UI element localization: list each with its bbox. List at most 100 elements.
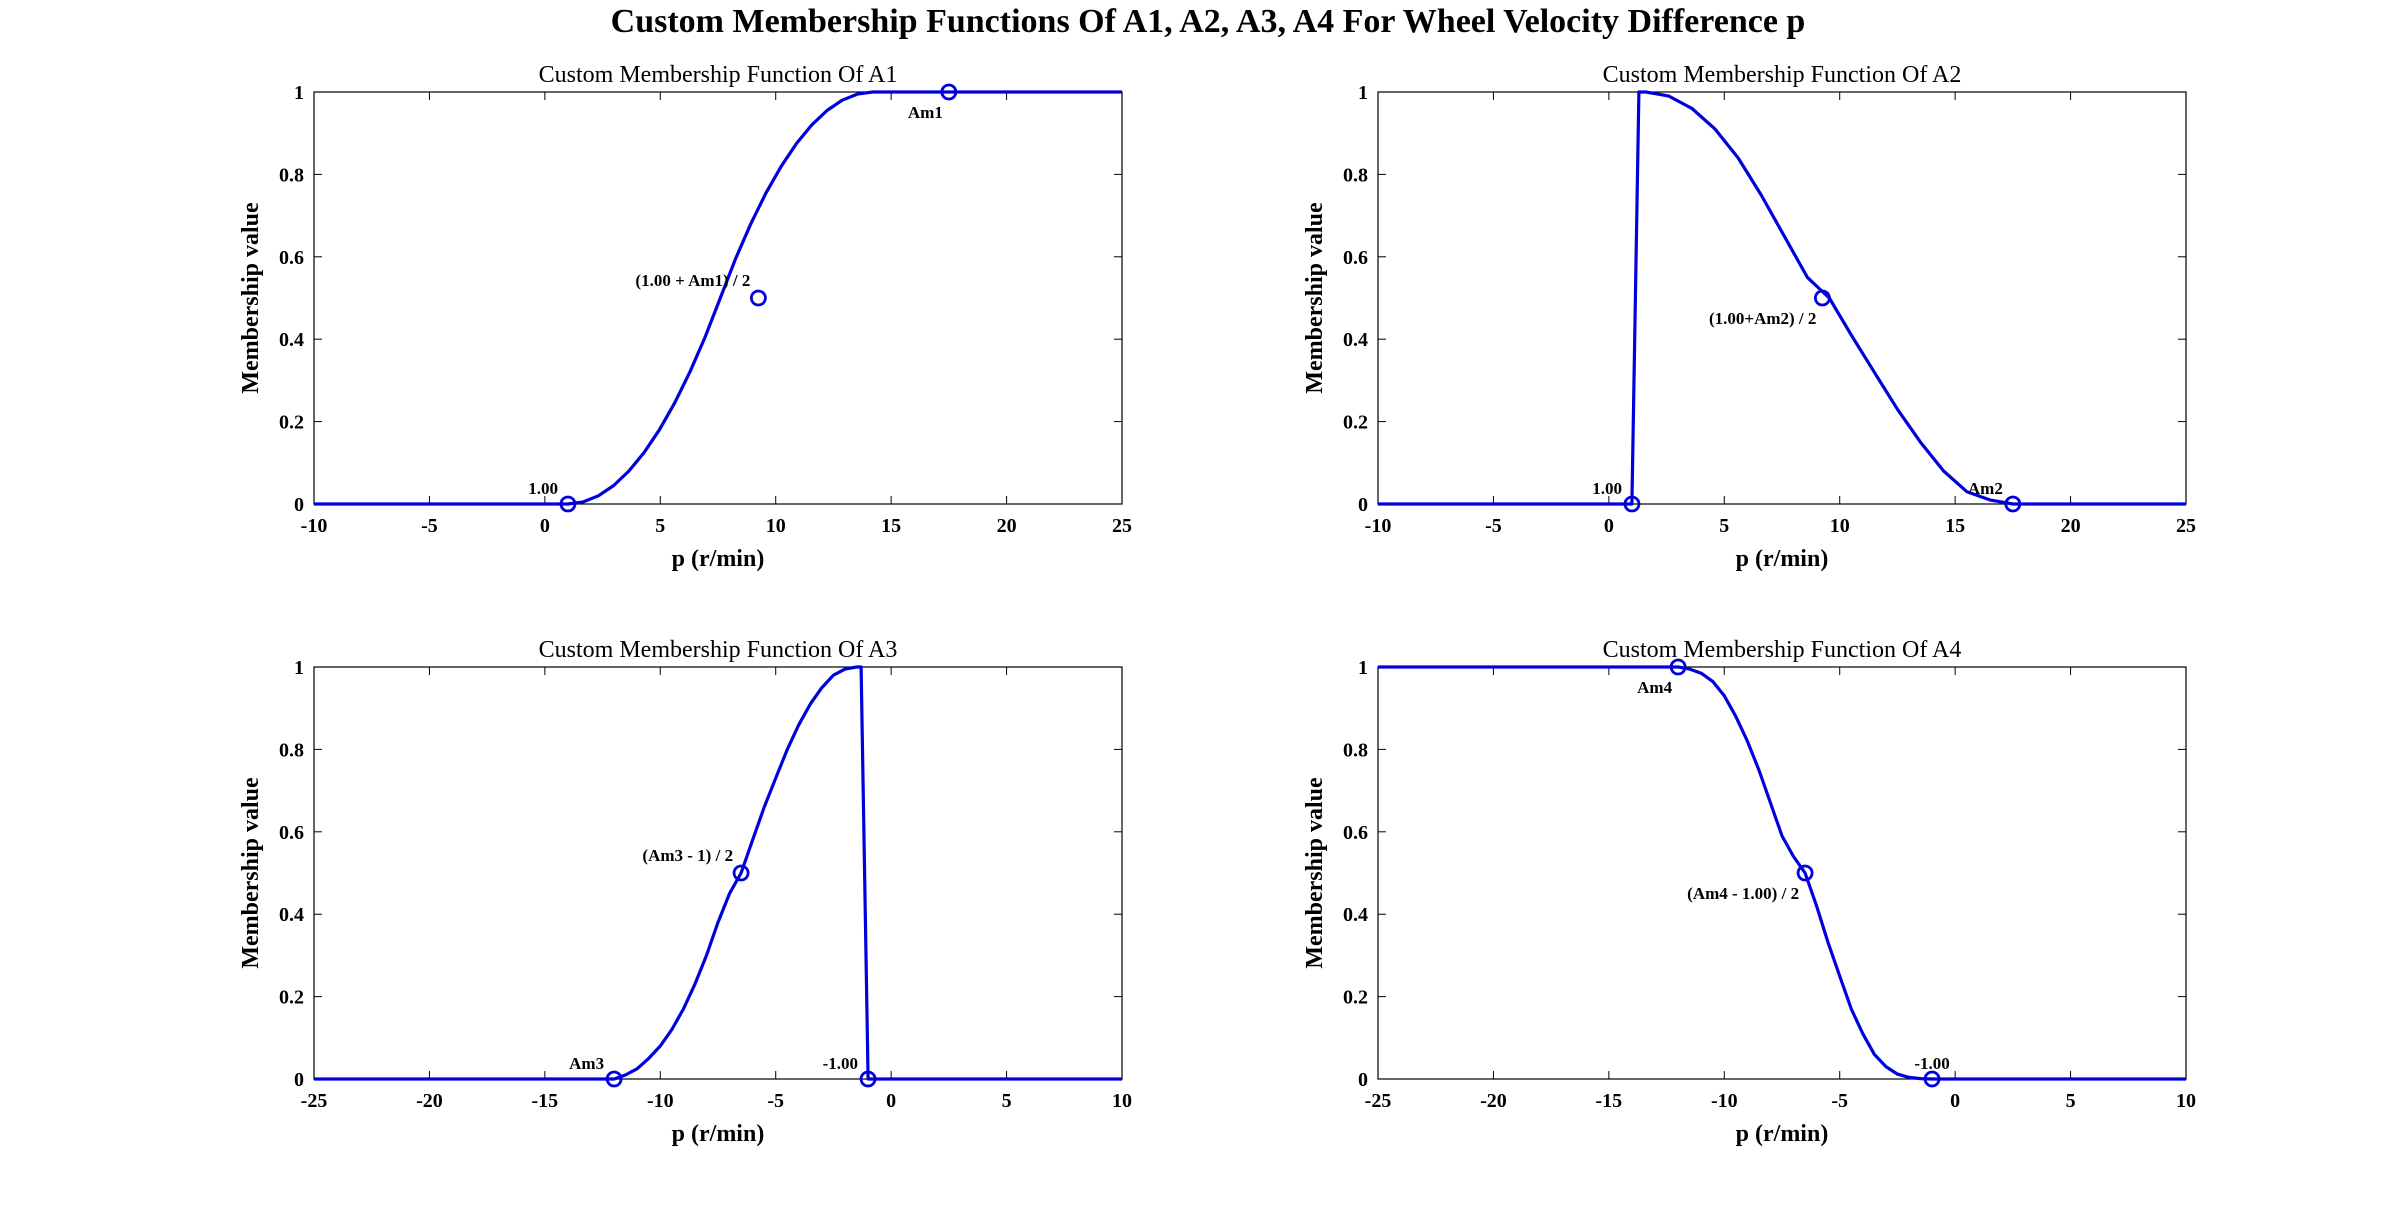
x-tick-label: 25 bbox=[1112, 515, 1132, 537]
x-tick-label: -15 bbox=[1596, 1090, 1623, 1112]
key-point-marker bbox=[559, 495, 577, 513]
key-point-label: -1.00 bbox=[823, 1054, 858, 1073]
y-tick-label: 1 bbox=[294, 82, 304, 104]
key-point-marker bbox=[732, 864, 750, 882]
key-point-label: (Am3 - 1) / 2 bbox=[642, 846, 733, 865]
subplot-grid: Custom Membership Function Of A1 -10 -5 0 5 1… bbox=[238, 62, 2196, 1147]
x-tick-label: 10 bbox=[1830, 515, 1850, 537]
key-point-label: 1.00 bbox=[528, 479, 558, 498]
x-axis-label: p (r/min) bbox=[672, 1121, 765, 1147]
key-point-marker bbox=[1923, 1070, 1941, 1088]
key-point-label: -1.00 bbox=[1914, 1054, 1949, 1073]
plot-area-frame bbox=[1377, 666, 2187, 1080]
y-tick-label: 1 bbox=[294, 657, 304, 679]
y-tick-label: 0.4 bbox=[279, 329, 304, 351]
x-tick-label: 25 bbox=[2176, 515, 2196, 537]
key-point-label: Am2 bbox=[1968, 479, 2003, 498]
key-point-marker bbox=[2004, 495, 2022, 513]
x-axis-label: p (r/min) bbox=[1736, 546, 1829, 572]
x-tick-label: -20 bbox=[416, 1090, 443, 1112]
subplot-1: Custom Membership Function Of A1 -10 -5 0 5 1… bbox=[238, 62, 1132, 572]
key-point-label: (1.00 + Am1) / 2 bbox=[635, 271, 750, 290]
y-axis-label: Membership value bbox=[1302, 202, 1328, 394]
x-tick-label: -10 bbox=[647, 1090, 674, 1112]
y-tick-label: 0.6 bbox=[279, 822, 304, 844]
x-tick-label: 0 bbox=[540, 515, 550, 537]
x-tick-label: -15 bbox=[532, 1090, 559, 1112]
y-tick-label: 0 bbox=[294, 1069, 304, 1091]
x-tick-label: 5 bbox=[2066, 1090, 2076, 1112]
y-tick-label: 0.2 bbox=[1343, 412, 1368, 434]
y-tick-label: 0.8 bbox=[279, 739, 304, 761]
subplot-title: Custom Membership Function Of A1 bbox=[539, 62, 898, 88]
x-tick-label: 5 bbox=[1002, 1090, 1012, 1112]
x-tick-label: 15 bbox=[1945, 515, 1965, 537]
subplot-3: Custom Membership Function Of A3 -25 -20 -1… bbox=[238, 637, 1132, 1147]
x-tick-label: 15 bbox=[881, 515, 901, 537]
y-tick-label: 1 bbox=[1358, 82, 1368, 104]
subplot-2: Custom Membership Function Of A2 -10 -5 0 5 1… bbox=[1302, 62, 2196, 572]
y-axis-label: Membership value bbox=[238, 777, 264, 969]
x-tick-label: -10 bbox=[1365, 515, 1392, 537]
y-tick-label: 0.6 bbox=[279, 247, 304, 269]
key-point-label: 1.00 bbox=[1592, 479, 1622, 498]
membership-curve bbox=[1378, 90, 2186, 506]
key-point-marker bbox=[750, 289, 767, 307]
x-tick-label: 5 bbox=[1719, 515, 1729, 537]
y-tick-label: 0 bbox=[294, 494, 304, 516]
x-tick-label: 10 bbox=[1112, 1090, 1132, 1112]
x-tick-label: 0 bbox=[886, 1090, 896, 1112]
key-point-marker bbox=[1669, 658, 1687, 676]
membership-curve bbox=[314, 665, 1122, 1081]
key-point-marker bbox=[859, 1070, 877, 1088]
x-tick-label: -20 bbox=[1480, 1090, 1507, 1112]
y-tick-label: 0 bbox=[1358, 1069, 1368, 1091]
subplot-title: Custom Membership Function Of A3 bbox=[539, 637, 898, 663]
x-tick-label: 5 bbox=[655, 515, 665, 537]
y-tick-label: 0.2 bbox=[279, 412, 304, 434]
x-tick-label: 0 bbox=[1604, 515, 1614, 537]
y-tick-label: 0.2 bbox=[1343, 987, 1368, 1009]
x-tick-label: -10 bbox=[301, 515, 328, 537]
y-tick-label: 0.8 bbox=[279, 164, 304, 186]
y-tick-label: 0.6 bbox=[1343, 247, 1368, 269]
key-point-label: Am4 bbox=[1637, 678, 1672, 697]
x-tick-label: 20 bbox=[2061, 515, 2081, 537]
y-tick-label: 0.6 bbox=[1343, 822, 1368, 844]
key-point-marker bbox=[1814, 289, 1831, 307]
x-tick-label: 20 bbox=[997, 515, 1017, 537]
key-point-label: (1.00+Am2) / 2 bbox=[1709, 309, 1816, 328]
plot-area-frame bbox=[313, 666, 1123, 1080]
x-tick-label: 10 bbox=[2176, 1090, 2196, 1112]
x-tick-label: 10 bbox=[766, 515, 786, 537]
y-tick-label: 0.4 bbox=[279, 904, 304, 926]
plot-area-frame bbox=[1377, 91, 2187, 505]
x-tick-label: 0 bbox=[1950, 1090, 1960, 1112]
x-tick-label: -25 bbox=[301, 1090, 328, 1112]
figure-title: Custom Membership Functions Of A1, A2, A… bbox=[611, 3, 1806, 40]
key-point-label: (Am4 - 1.00) / 2 bbox=[1687, 884, 1799, 903]
y-tick-label: 0.8 bbox=[1343, 739, 1368, 761]
membership-curve bbox=[314, 90, 1122, 506]
plot-area-frame bbox=[313, 91, 1123, 505]
key-point-marker bbox=[605, 1070, 623, 1088]
y-tick-label: 0.8 bbox=[1343, 164, 1368, 186]
key-point-label: Am1 bbox=[908, 103, 943, 122]
x-tick-label: -5 bbox=[1831, 1090, 1848, 1112]
x-tick-label: -25 bbox=[1365, 1090, 1392, 1112]
y-tick-label: 0 bbox=[1358, 494, 1368, 516]
subplot-title: Custom Membership Function Of A2 bbox=[1603, 62, 1962, 88]
x-tick-label: -10 bbox=[1711, 1090, 1738, 1112]
x-tick-label: -5 bbox=[421, 515, 438, 537]
key-point-marker bbox=[1623, 495, 1641, 513]
x-axis-label: p (r/min) bbox=[1736, 1121, 1829, 1147]
x-tick-label: -5 bbox=[767, 1090, 784, 1112]
x-axis-label: p (r/min) bbox=[672, 546, 765, 572]
key-point-marker bbox=[1796, 864, 1814, 882]
key-point-label: Am3 bbox=[569, 1054, 604, 1073]
x-tick-label: -5 bbox=[1485, 515, 1502, 537]
y-tick-label: 1 bbox=[1358, 657, 1368, 679]
membership-curve bbox=[1378, 665, 2186, 1081]
y-tick-label: 0.2 bbox=[279, 987, 304, 1009]
